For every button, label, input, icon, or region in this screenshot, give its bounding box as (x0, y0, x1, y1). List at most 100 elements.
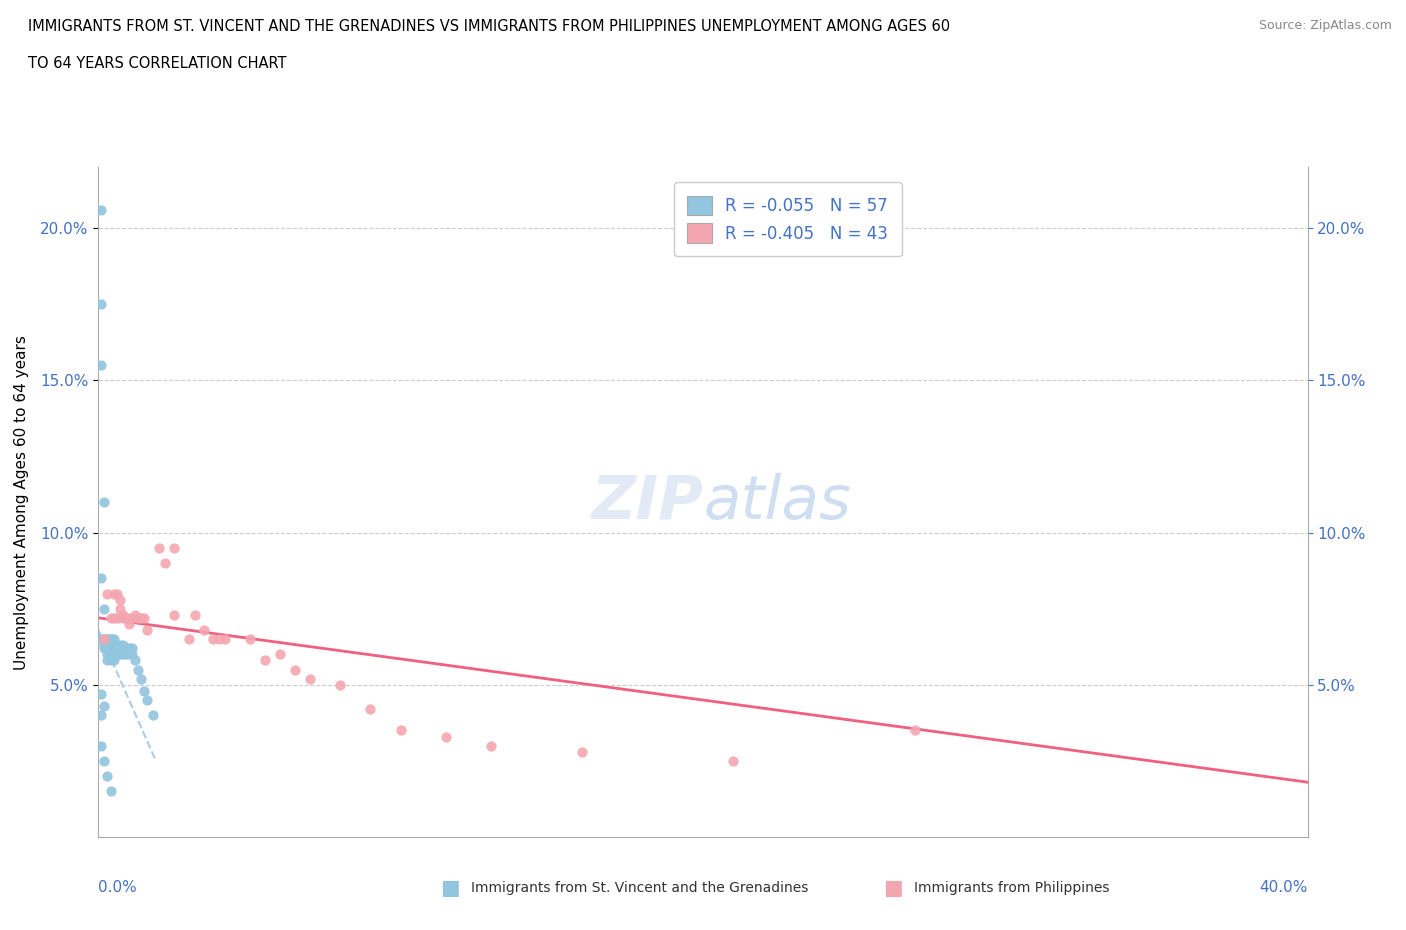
Point (118, 610, 141, 625)
Point (100, 784, 122, 799)
Point (103, 653, 125, 668)
Point (253, 653, 276, 668)
Point (108, 638, 131, 653)
Text: TO 64 YEARS CORRELATION CHART: TO 64 YEARS CORRELATION CHART (28, 56, 287, 71)
Point (93, 631, 115, 646)
Point (111, 638, 134, 653)
Point (100, 653, 122, 668)
Point (111, 607, 134, 622)
Point (163, 607, 186, 622)
Point (202, 631, 225, 646)
Point (103, 638, 125, 653)
Point (269, 647, 291, 662)
Point (105, 586, 128, 601)
Legend: R = -0.055   N = 57, R = -0.405   N = 43: R = -0.055 N = 57, R = -0.405 N = 43 (673, 182, 901, 256)
Point (90, 203, 112, 218)
Point (93, 631, 115, 646)
Point (184, 607, 207, 622)
Point (132, 684, 155, 698)
Text: 0.0%: 0.0% (98, 880, 138, 895)
Text: IMMIGRANTS FROM ST. VINCENT AND THE GRENADINES VS IMMIGRANTS FROM PHILIPPINES UN: IMMIGRANTS FROM ST. VINCENT AND THE GREN… (28, 19, 950, 33)
Point (114, 610, 136, 625)
Point (904, 723, 927, 737)
Point (90, 571, 112, 586)
Point (389, 723, 412, 737)
Point (90, 686, 112, 701)
Point (103, 647, 125, 662)
Point (121, 641, 143, 656)
Point (132, 610, 155, 625)
Text: Immigrants from Philippines: Immigrants from Philippines (914, 881, 1109, 896)
Point (299, 671, 322, 686)
Text: atlas: atlas (703, 472, 851, 532)
Point (114, 647, 136, 662)
Point (96, 653, 118, 668)
Point (96, 631, 118, 646)
Text: Source: ZipAtlas.com: Source: ZipAtlas.com (1258, 19, 1392, 32)
Point (111, 647, 134, 662)
Point (193, 622, 215, 637)
Point (105, 610, 128, 625)
Point (208, 631, 231, 646)
Point (124, 607, 146, 622)
Point (93, 631, 115, 646)
Point (360, 702, 382, 717)
Point (108, 592, 131, 607)
Point (100, 631, 122, 646)
Point (118, 647, 141, 662)
Point (93, 641, 115, 656)
Point (127, 662, 149, 677)
Point (239, 631, 262, 646)
Point (93, 698, 115, 713)
Point (129, 610, 152, 625)
Point (105, 638, 128, 653)
Point (96, 586, 118, 601)
Point (105, 647, 128, 662)
Point (90, 358, 112, 373)
Point (90, 297, 112, 312)
Point (100, 610, 122, 625)
Point (103, 641, 125, 656)
Point (118, 617, 141, 631)
Point (103, 631, 125, 646)
Point (96, 641, 118, 656)
Text: 40.0%: 40.0% (1260, 880, 1308, 895)
Point (100, 647, 122, 662)
Point (118, 641, 141, 656)
Text: ZIP: ZIP (591, 472, 703, 532)
Y-axis label: Unemployment Among Ages 60 to 64 years: Unemployment Among Ages 60 to 64 years (14, 335, 30, 670)
Point (135, 693, 157, 708)
Point (163, 540, 186, 555)
Point (114, 641, 136, 656)
Text: ■: ■ (440, 878, 460, 898)
Point (329, 677, 352, 692)
Point (93, 495, 115, 510)
Point (571, 744, 593, 759)
Text: Immigrants from St. Vincent and the Grenadines: Immigrants from St. Vincent and the Gren… (471, 881, 808, 896)
Point (100, 631, 122, 646)
Point (284, 662, 307, 677)
Point (124, 653, 146, 668)
Point (129, 671, 152, 686)
Point (214, 631, 236, 646)
Point (93, 602, 115, 617)
Point (96, 647, 118, 662)
Point (153, 555, 176, 570)
Point (148, 540, 170, 555)
Point (105, 641, 128, 656)
Point (434, 729, 457, 744)
Point (100, 638, 122, 653)
Point (96, 641, 118, 656)
Point (111, 641, 134, 656)
Point (723, 753, 745, 768)
Point (103, 610, 125, 625)
Point (90, 738, 112, 753)
Point (121, 610, 143, 625)
Point (108, 641, 131, 656)
Point (121, 647, 143, 662)
Point (108, 602, 131, 617)
Point (103, 586, 125, 601)
Point (179, 631, 201, 646)
Text: ■: ■ (883, 878, 903, 898)
Point (96, 631, 118, 646)
